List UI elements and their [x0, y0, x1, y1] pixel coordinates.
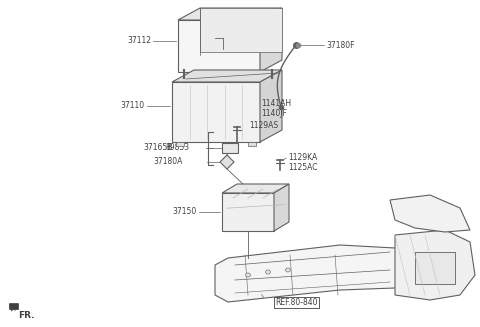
Polygon shape [215, 245, 430, 302]
Text: 1140JF: 1140JF [261, 109, 287, 117]
Text: 1141AH: 1141AH [261, 99, 291, 109]
Text: 37180F: 37180F [326, 41, 355, 49]
Polygon shape [395, 230, 475, 300]
Polygon shape [178, 20, 260, 72]
Bar [222, 143, 238, 153]
Polygon shape [222, 193, 274, 231]
FancyBboxPatch shape [10, 303, 19, 309]
Text: 37112: 37112 [127, 36, 151, 45]
Ellipse shape [265, 270, 271, 274]
Text: REF.80-840: REF.80-840 [275, 298, 317, 307]
Polygon shape [220, 155, 234, 169]
Polygon shape [260, 8, 282, 72]
Polygon shape [222, 184, 289, 193]
Text: 1129KA: 1129KA [288, 153, 317, 163]
Polygon shape [200, 8, 282, 52]
Text: 37150: 37150 [173, 208, 197, 216]
Polygon shape [390, 195, 470, 232]
Text: 37165B: 37165B [144, 144, 173, 152]
Ellipse shape [286, 268, 290, 272]
Text: FR.: FR. [18, 311, 35, 319]
Text: 37110: 37110 [121, 101, 145, 111]
Polygon shape [172, 82, 260, 142]
Text: 37180A: 37180A [154, 158, 183, 166]
Polygon shape [274, 184, 289, 231]
Polygon shape [172, 70, 282, 82]
Bar [176, 142, 184, 146]
Text: 1125AC: 1125AC [288, 164, 317, 173]
Bar [415, 252, 455, 284]
Polygon shape [260, 70, 282, 142]
Polygon shape [178, 8, 282, 20]
Text: 89853: 89853 [166, 144, 190, 152]
Ellipse shape [245, 273, 251, 277]
Bar [248, 142, 256, 146]
Text: 1129AS: 1129AS [249, 121, 278, 129]
